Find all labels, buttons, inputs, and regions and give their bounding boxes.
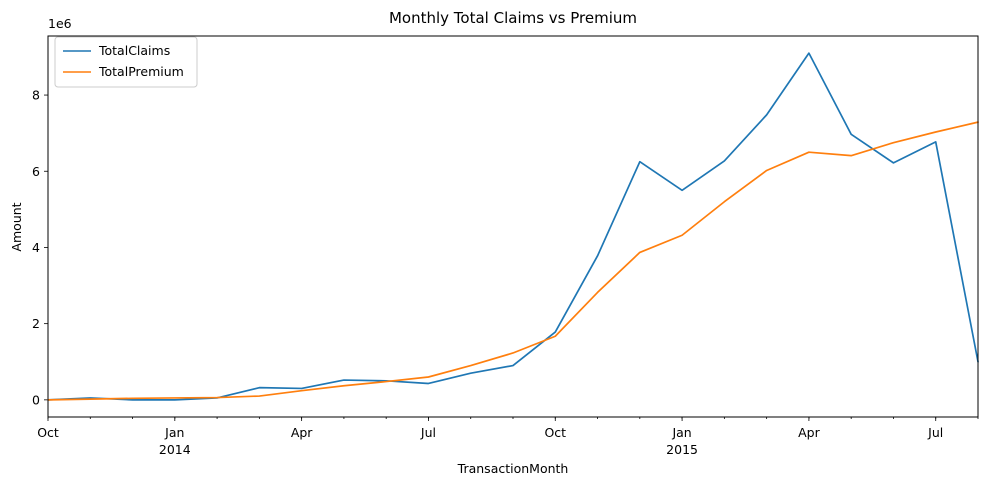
legend-label-claims: TotalClaims bbox=[98, 43, 170, 58]
series-group bbox=[47, 52, 979, 401]
x-tick-label: Jan bbox=[164, 425, 184, 440]
y-tick-label: 4 bbox=[32, 240, 40, 255]
legend-box bbox=[54, 36, 198, 88]
x-tick-label: Apr bbox=[798, 425, 820, 440]
y-tick-label: 8 bbox=[32, 88, 40, 103]
legend: TotalClaims TotalPremium bbox=[54, 36, 198, 88]
x-tick-label: Jul bbox=[420, 425, 436, 440]
plot-frame bbox=[47, 35, 979, 418]
x-axis-label: TransactionMonth bbox=[457, 461, 569, 476]
series-line-totalpremium bbox=[47, 121, 979, 401]
y-offset-label: 1e6 bbox=[48, 16, 72, 31]
x-tick-label: Jul bbox=[927, 425, 943, 440]
x-tick-label: Oct bbox=[544, 425, 566, 440]
y-tick-label: 6 bbox=[32, 164, 40, 179]
x-ticks: Oct Jan 2014 Apr Jul Oct Jan 2015 Apr Jul bbox=[37, 417, 943, 457]
x-tick-label: Apr bbox=[291, 425, 313, 440]
y-ticks: 0 2 4 6 8 bbox=[32, 88, 48, 407]
x-tick-label: Jan bbox=[671, 425, 691, 440]
chart-title: Monthly Total Claims vs Premium bbox=[389, 9, 637, 27]
x-tick-year-label: 2014 bbox=[159, 442, 191, 457]
x-tick-label: Oct bbox=[37, 425, 59, 440]
y-tick-label: 0 bbox=[32, 392, 40, 407]
y-tick-label: 2 bbox=[32, 316, 40, 331]
legend-label-premium: TotalPremium bbox=[98, 64, 184, 79]
x-tick-year-label: 2015 bbox=[666, 442, 698, 457]
y-axis-label: Amount bbox=[9, 202, 24, 251]
series-line-totalclaims bbox=[47, 52, 979, 401]
